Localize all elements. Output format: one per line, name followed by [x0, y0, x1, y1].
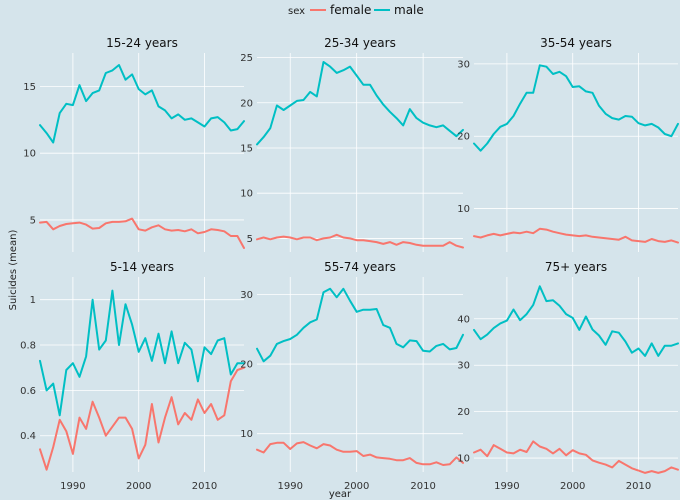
y-tick-label: 30 [240, 290, 253, 301]
series-line-male [39, 64, 245, 144]
panel-6: 10 20 30 40 75+ years 1990 2000 2010 [457, 260, 679, 492]
y-tick-label: 30 [457, 361, 470, 372]
series-line-female [39, 366, 245, 471]
y-tick-label: 1 [30, 295, 36, 306]
x-tick-label: 2010 [626, 481, 651, 492]
legend: sex female male [288, 3, 424, 17]
panel-2: 5 10 15 20 25 25-34 years [240, 36, 464, 252]
y-tick-label: 25 [240, 53, 253, 64]
x-axis-title: year [329, 489, 352, 500]
series-line-male [256, 61, 464, 146]
y-tick-label: 20 [240, 360, 253, 371]
y-tick-label: 10 [23, 149, 36, 160]
panel-title: 15-24 years [106, 36, 178, 50]
y-tick-label: 5 [247, 234, 253, 245]
x-tick-label: 2000 [126, 481, 151, 492]
series-line-female [473, 227, 679, 244]
x-tick-label: 1990 [60, 481, 85, 492]
series-line-male [39, 289, 245, 417]
y-tick-label: 0.4 [20, 431, 36, 442]
series-line-male [473, 285, 679, 357]
y-axis-title: Suicides (mean) [8, 230, 19, 311]
series-line-male [473, 64, 679, 152]
panel-title: 5-14 years [110, 260, 174, 274]
legend-label-female: female [330, 3, 371, 17]
x-tick-label: 2010 [192, 481, 217, 492]
panel-title: 75+ years [545, 260, 607, 274]
y-tick-label: 30 [457, 59, 470, 70]
y-tick-label: 40 [457, 314, 470, 325]
y-tick-label: 20 [240, 98, 253, 109]
legend-label-male: male [394, 3, 424, 17]
panel-title: 55-74 years [324, 260, 396, 274]
panel-title: 25-34 years [324, 36, 396, 50]
y-tick-label: 5 [30, 215, 36, 226]
facet-panels: 5 10 15 15-24 years 5 10 15 20 25 25-34 years 10 20… [20, 36, 679, 492]
series-line-female [39, 217, 245, 249]
x-tick-label: 2000 [344, 481, 369, 492]
panel-1: 5 10 15 15-24 years [23, 36, 245, 252]
x-tick-label: 1990 [277, 481, 302, 492]
x-tick-label: 2010 [410, 481, 435, 492]
y-tick-label: 10 [240, 189, 253, 200]
panel-4: 0.4 0.6 0.8 1 5-14 years 1990 2000 2010 [20, 260, 245, 492]
y-tick-label: 15 [240, 143, 253, 154]
legend-title: sex [288, 6, 305, 17]
series-line-female [256, 441, 464, 466]
panel-3: 10 20 30 35-54 years [457, 36, 679, 252]
series-line-female [256, 233, 464, 249]
series-line-female [473, 440, 679, 474]
x-tick-label: 1990 [494, 481, 519, 492]
panel-title: 35-54 years [540, 36, 612, 50]
y-tick-label: 10 [457, 204, 470, 215]
y-tick-label: 15 [23, 82, 36, 93]
y-tick-label: 20 [457, 407, 470, 418]
y-tick-label: 10 [240, 429, 253, 440]
series-line-male [256, 287, 464, 363]
y-tick-label: 0.6 [20, 386, 36, 397]
panel-5: 10 20 30 55-74 years 1990 2000 2010 [240, 260, 464, 492]
x-tick-label: 2000 [560, 481, 585, 492]
y-tick-label: 10 [457, 454, 470, 465]
y-tick-label: 0.8 [20, 341, 36, 352]
y-tick-label: 20 [457, 132, 470, 143]
